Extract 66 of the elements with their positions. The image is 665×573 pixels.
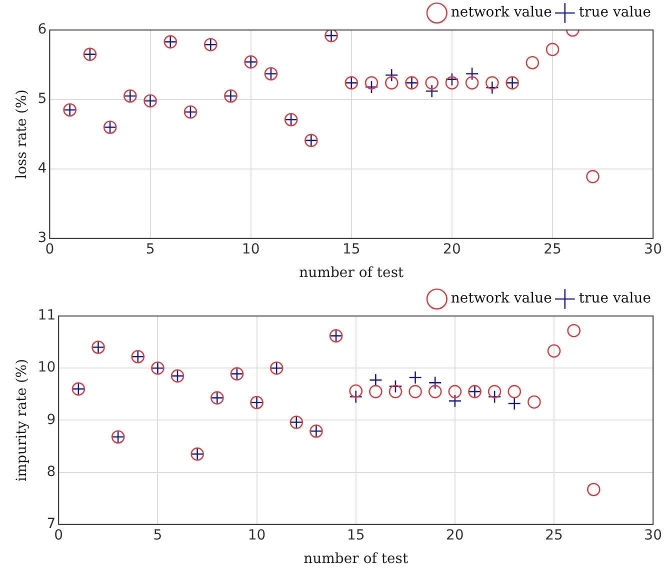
point bbox=[425, 76, 438, 90]
point bbox=[349, 390, 363, 404]
y-tick-label: 4 bbox=[38, 160, 47, 177]
point bbox=[546, 42, 560, 56]
point bbox=[408, 384, 422, 398]
x-tick-label: 0 bbox=[45, 241, 54, 258]
x-tick-label: 5 bbox=[153, 527, 162, 544]
point bbox=[364, 76, 378, 90]
x-axis-title: number of test bbox=[299, 265, 404, 282]
point bbox=[488, 390, 502, 404]
point bbox=[388, 380, 402, 393]
point bbox=[388, 384, 402, 398]
point bbox=[445, 76, 459, 90]
y-tick-label: 11 bbox=[38, 308, 56, 324]
point bbox=[486, 76, 499, 90]
y-axis-title: impurity rate (%) bbox=[14, 358, 30, 482]
point bbox=[448, 384, 462, 398]
point bbox=[369, 373, 382, 387]
y-tick-label: 10 bbox=[38, 360, 56, 376]
point bbox=[428, 384, 442, 398]
point bbox=[528, 395, 541, 409]
point bbox=[465, 67, 479, 80]
point bbox=[508, 396, 522, 410]
x-tick-label: 10 bbox=[248, 527, 266, 544]
point bbox=[448, 394, 462, 408]
y-tick-label: 9 bbox=[46, 412, 56, 428]
point bbox=[488, 384, 502, 398]
point bbox=[384, 68, 398, 82]
point bbox=[567, 324, 580, 338]
point bbox=[508, 384, 522, 398]
point bbox=[428, 376, 442, 390]
legend-label: network value bbox=[450, 4, 552, 21]
y-tick-label: 3 bbox=[38, 230, 47, 246]
point bbox=[586, 170, 600, 184]
x-tick-label: 25 bbox=[545, 527, 563, 544]
x-tick-label: 20 bbox=[443, 241, 461, 258]
x-tick-label: 15 bbox=[342, 241, 360, 258]
x-tick-label: 5 bbox=[146, 241, 155, 258]
point bbox=[408, 370, 422, 384]
x-axis-title: number of test bbox=[304, 551, 408, 568]
x-tick-label: 30 bbox=[644, 241, 662, 258]
y-axis-title: loss rate (%) bbox=[14, 90, 30, 179]
point bbox=[425, 84, 438, 98]
point bbox=[465, 76, 479, 90]
x-tick-label: 20 bbox=[446, 527, 464, 544]
point bbox=[349, 384, 363, 398]
point bbox=[445, 72, 459, 86]
legend-label: true value bbox=[578, 4, 652, 21]
y-tick-label: 8 bbox=[46, 464, 56, 480]
x-tick-label: 0 bbox=[54, 527, 64, 544]
x-tick-label: 30 bbox=[644, 527, 662, 544]
legend-label: network value bbox=[450, 290, 552, 307]
point bbox=[486, 81, 499, 94]
x-tick-label: 10 bbox=[242, 241, 260, 258]
y-tick-label: 7 bbox=[46, 516, 56, 532]
point bbox=[364, 80, 378, 94]
y-tick-label: 6 bbox=[38, 22, 47, 38]
point bbox=[526, 56, 540, 70]
point bbox=[547, 344, 561, 358]
y-tick-label: 5 bbox=[38, 91, 47, 108]
point bbox=[586, 482, 600, 496]
point bbox=[384, 76, 398, 90]
legend-label: true value bbox=[578, 290, 652, 307]
x-tick-label: 15 bbox=[346, 527, 365, 544]
point bbox=[369, 384, 382, 398]
x-tick-label: 25 bbox=[544, 241, 562, 258]
